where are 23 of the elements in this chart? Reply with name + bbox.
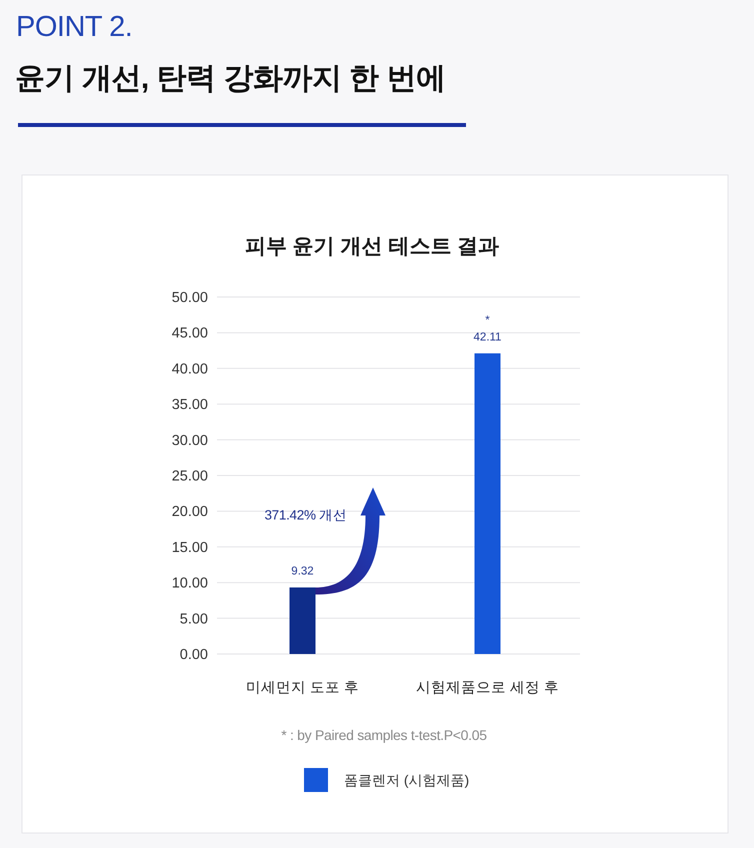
y-tick-label: 50.00 (172, 290, 208, 306)
y-tick-label: 30.00 (172, 432, 208, 449)
text: POINT 2. (16, 11, 132, 43)
y-tick-label: 15.00 (172, 540, 208, 556)
data-label: 42.11 (474, 331, 502, 344)
legend-label: 폼클렌저 (시험제품) (344, 772, 470, 788)
chart-title: 윤기 개선, 탄력 강화까지 한 번에 (15, 62, 446, 95)
y-tick-label: 0.00 (180, 647, 208, 663)
annotation: 371.42% 개선 (264, 507, 347, 522)
x-tick-label: 미세먼지 도포 후 (246, 680, 360, 696)
y-tick-label: 25.00 (172, 468, 208, 484)
text: * : by Paired samples t-test.P<0.05 (281, 727, 488, 743)
data-label: 9.32 (291, 565, 314, 578)
y-tick-label: 10.00 (172, 576, 208, 592)
y-tick-label: 45.00 (172, 326, 208, 342)
y-tick-label: 5.00 (180, 611, 208, 628)
legend: 폼클렌저 (시험제품) (304, 768, 470, 792)
y-tick-label: 40.00 (172, 361, 208, 378)
chart-subtitle: 피부 윤기 개선 테스트 결과 (244, 235, 500, 258)
annotation: * (485, 314, 490, 326)
x-tick-label: 시험제품으로 세정 후 (416, 680, 560, 696)
y-tick-label: 20.00 (172, 504, 208, 520)
y-tick-label: 35.00 (172, 397, 208, 414)
